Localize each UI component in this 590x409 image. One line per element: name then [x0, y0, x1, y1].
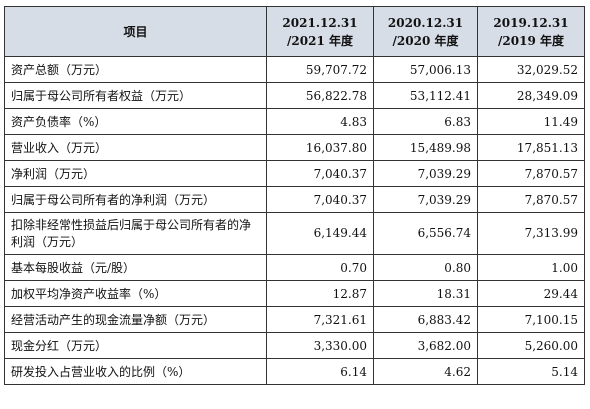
value-2021: 7,321.61 — [266, 306, 374, 333]
value-2020: 57,006.13 — [373, 56, 478, 83]
table-row: 经营活动产生的现金流量净额（万元） 7,321.61 6,883.42 7,10… — [4, 306, 585, 333]
header-2020-year: /2020 年度 — [392, 33, 459, 48]
table-row: 营业收入（万元） 16,037.80 15,489.98 17,851.13 — [4, 134, 585, 161]
header-2021-date: 2021.12.31 — [282, 15, 358, 30]
header-2020: 2020.12.31 /2020 年度 — [373, 6, 478, 57]
row-label: 资产总额（万元） — [4, 56, 267, 83]
table-row: 净利润（万元） 7,040.37 7,039.29 7,870.57 — [4, 160, 585, 187]
value-2021: 16,037.80 — [266, 134, 374, 161]
row-label: 加权平均净资产收益率（%） — [4, 280, 267, 307]
table-row: 现金分红（万元） 3,330.00 3,682.00 5,260.00 — [4, 332, 585, 359]
header-2019-date: 2019.12.31 — [493, 15, 569, 30]
header-2021: 2021.12.31 /2021 年度 — [266, 6, 374, 57]
value-2019: 7,870.57 — [477, 160, 585, 187]
header-2021-year: /2021 年度 — [287, 33, 353, 48]
value-2020: 0.80 — [373, 254, 478, 281]
value-2021: 12.87 — [266, 280, 374, 307]
value-2019: 32,029.52 — [477, 56, 585, 83]
value-2020: 6,556.74 — [373, 212, 478, 255]
table-row: 加权平均净资产收益率（%） 12.87 18.31 29.44 — [4, 280, 585, 307]
value-2019: 5.14 — [477, 358, 585, 385]
row-label: 基本每股收益（元/股） — [4, 254, 267, 281]
row-label: 营业收入（万元） — [4, 134, 267, 161]
row-label: 现金分红（万元） — [4, 332, 267, 359]
header-2019-year: /2019 年度 — [498, 33, 564, 48]
value-2021: 56,822.78 — [266, 82, 374, 109]
value-2020: 6,883.42 — [373, 306, 478, 333]
header-item: 项目 — [4, 6, 267, 57]
value-2019: 7,313.99 — [477, 212, 585, 255]
row-label: 归属于母公司所有者权益（万元） — [4, 82, 267, 109]
table-row: 归属于母公司所有者权益（万元） 56,822.78 53,112.41 28,3… — [4, 82, 585, 109]
value-2020: 15,489.98 — [373, 134, 478, 161]
value-2019: 11.49 — [477, 108, 585, 135]
value-2019: 17,851.13 — [477, 134, 585, 161]
value-2021: 7,040.37 — [266, 186, 374, 213]
value-2020: 7,039.29 — [373, 186, 478, 213]
value-2021: 59,707.72 — [266, 56, 374, 83]
value-2021: 0.70 — [266, 254, 374, 281]
value-2019: 28,349.09 — [477, 82, 585, 109]
row-label: 研发投入占营业收入的比例（%） — [4, 358, 267, 385]
row-label: 扣除非经常性损益后归属于母公司所有者的净利润（万元） — [4, 212, 267, 255]
value-2020: 53,112.41 — [373, 82, 478, 109]
table-row: 资产负债率（%） 4.83 6.83 11.49 — [4, 108, 585, 135]
value-2019: 7,870.57 — [477, 186, 585, 213]
value-2019: 1.00 — [477, 254, 585, 281]
value-2020: 6.83 — [373, 108, 478, 135]
value-2019: 29.44 — [477, 280, 585, 307]
row-label: 资产负债率（%） — [4, 108, 267, 135]
value-2021: 3,330.00 — [266, 332, 374, 359]
value-2019: 5,260.00 — [477, 332, 585, 359]
row-label: 归属于母公司所有者的净利润（万元） — [4, 186, 267, 213]
table-row: 归属于母公司所有者的净利润（万元） 7,040.37 7,039.29 7,87… — [4, 186, 585, 213]
table-header-row: 项目 2021.12.31 /2021 年度 2020.12.31 /2020 … — [4, 6, 585, 57]
value-2021: 7,040.37 — [266, 160, 374, 187]
row-label: 经营活动产生的现金流量净额（万元） — [4, 306, 267, 333]
value-2020: 4.62 — [373, 358, 478, 385]
row-label: 净利润（万元） — [4, 160, 267, 187]
financial-table-container: 项目 2021.12.31 /2021 年度 2020.12.31 /2020 … — [4, 6, 585, 385]
financial-indicators-table: 项目 2021.12.31 /2021 年度 2020.12.31 /2020 … — [4, 6, 585, 385]
value-2020: 7,039.29 — [373, 160, 478, 187]
value-2021: 6,149.44 — [266, 212, 374, 255]
value-2020: 18.31 — [373, 280, 478, 307]
table-row: 基本每股收益（元/股） 0.70 0.80 1.00 — [4, 254, 585, 281]
table-row: 资产总额（万元） 59,707.72 57,006.13 32,029.52 — [4, 56, 585, 83]
header-2019: 2019.12.31 /2019 年度 — [477, 6, 585, 57]
table-row: 扣除非经常性损益后归属于母公司所有者的净利润（万元） 6,149.44 6,55… — [4, 212, 585, 255]
header-2020-date: 2020.12.31 — [387, 15, 464, 30]
table-row: 研发投入占营业收入的比例（%） 6.14 4.62 5.14 — [4, 358, 585, 385]
value-2019: 7,100.15 — [477, 306, 585, 333]
value-2021: 6.14 — [266, 358, 374, 385]
value-2021: 4.83 — [266, 108, 374, 135]
value-2020: 3,682.00 — [373, 332, 478, 359]
